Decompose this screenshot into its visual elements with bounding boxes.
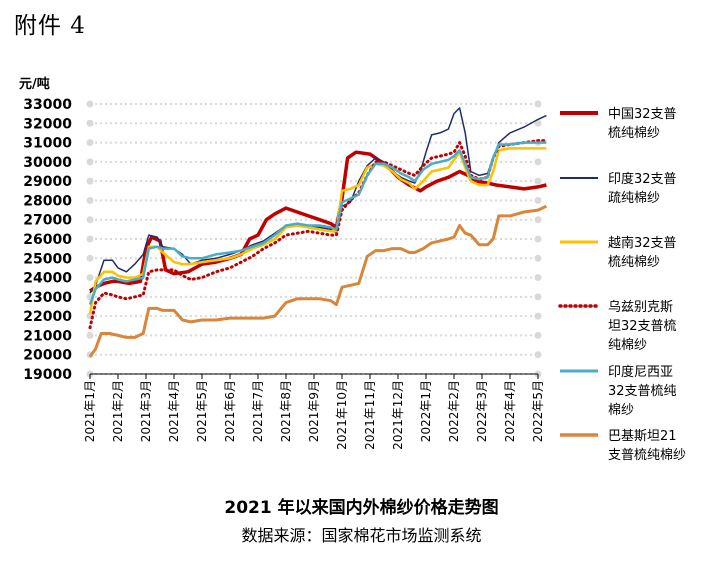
series-line-2 — [88, 147, 547, 315]
price-trend-chart: 19000 20000 21000 22000 23000 24000 25000 26000… — [23, 97, 686, 463]
gridline-end-dot — [534, 119, 542, 127]
gridline-end-dot — [86, 100, 94, 108]
x-tick-label: 2021年5月 — [195, 380, 209, 442]
gridline-end-dot — [534, 177, 542, 185]
gridline-end-dot — [86, 177, 94, 185]
gridline-end-dot — [86, 119, 94, 127]
x-tick-label: 2021年6月 — [223, 380, 237, 442]
y-tick-label: 24000 — [23, 271, 72, 287]
y-tick-label: 19000 — [23, 367, 72, 383]
legend-label-3: 乌兹别克斯坦32支普梳纯棉纱 — [608, 299, 677, 353]
series-line-5 — [88, 204, 548, 358]
x-tick-label: 2022年4月 — [503, 380, 517, 442]
y-tick-label: 23000 — [23, 290, 72, 306]
series-line-1 — [89, 107, 547, 294]
gridline-end-dot — [86, 139, 94, 147]
y-tick-label: 29000 — [23, 174, 72, 190]
y-tick-label: 25000 — [23, 251, 72, 267]
series-line-0 — [88, 150, 547, 293]
x-tick-label: 2021年7月 — [251, 380, 265, 442]
x-tick-label: 2021年1月 — [83, 380, 97, 442]
legend-label-0: 中国32支普梳纯棉纱 — [608, 107, 677, 141]
gridline-end-dot — [534, 196, 542, 204]
gridline-end-dot — [534, 158, 542, 166]
gridline-end-dot — [534, 331, 542, 339]
gridline-end-dot — [534, 216, 542, 224]
gridline-end-dot — [86, 254, 94, 262]
x-tick-label: 2021年10月 — [335, 380, 349, 450]
gridline-end-dot — [534, 293, 542, 301]
legend: 中国32支普梳纯棉纱印度32支普疏纯棉纱越南32支普梳纯棉纱乌兹别克斯坦32支普… — [558, 107, 686, 463]
x-axis: 2021年1月 2021年2月 2021年3月 2021年4月 2021年5月 2021年… — [83, 373, 545, 450]
y-tick-label: 30000 — [23, 155, 72, 171]
x-tick-label: 2022年1月 — [419, 380, 433, 442]
gridline-end-dot — [534, 312, 542, 320]
x-tick-label: 2022年3月 — [475, 380, 489, 442]
gridline-end-dot — [86, 331, 94, 339]
x-tick-label: 2021年3月 — [139, 380, 153, 442]
series-line-4 — [88, 141, 547, 306]
annex-label: 附件 4 — [14, 13, 86, 39]
y-axis-ticks: 19000 20000 21000 22000 23000 24000 25000 26000… — [23, 97, 72, 383]
gridline-end-dot — [534, 351, 542, 359]
y-tick-label: 33000 — [23, 97, 72, 113]
gridline-end-dot — [86, 216, 94, 224]
gridline-end-dot — [86, 196, 94, 204]
x-tick-label: 2022年5月 — [531, 380, 545, 442]
y-tick-label: 31000 — [23, 136, 72, 152]
gridline-end-dot — [534, 235, 542, 243]
x-tick-label: 2021年4月 — [167, 380, 181, 442]
x-tick-label: 2021年11月 — [363, 380, 377, 450]
y-tick-label: 32000 — [23, 116, 72, 132]
gridline-end-dot — [534, 100, 542, 108]
y-tick-label: 26000 — [23, 232, 72, 248]
gridline-end-dot — [534, 254, 542, 262]
gridline-end-dot — [534, 274, 542, 282]
x-tick-label: 2021年8月 — [279, 380, 293, 442]
x-tick-label: 2022年2月 — [447, 380, 461, 442]
gridline-end-dot — [86, 274, 94, 282]
gridline-end-dot — [86, 235, 94, 243]
legend-label-1: 印度32支普疏纯棉纱 — [608, 171, 677, 206]
chart-title: 2021 年以来国内外棉纱价格走势图 — [224, 498, 499, 518]
legend-label-2: 越南32支普梳纯棉纱 — [608, 235, 677, 270]
gridline-end-dot — [86, 158, 94, 166]
series-line-3 — [88, 139, 548, 330]
y-axis-unit-label: 元/吨 — [19, 77, 50, 92]
legend-label-5: 巴基斯坦21 支普梳纯棉纱 — [608, 429, 686, 463]
y-tick-label: 21000 — [23, 328, 72, 344]
y-tick-label: 27000 — [23, 213, 72, 229]
x-tick-label: 2021年12月 — [391, 380, 405, 450]
y-tick-label: 22000 — [23, 309, 72, 325]
y-tick-label: 20000 — [23, 348, 72, 364]
legend-label-4: 印度尼西亚 32支普梳纯棉纱 — [608, 364, 677, 418]
y-tick-label: 28000 — [23, 193, 72, 209]
series-lines — [88, 107, 548, 358]
x-tick-label: 2021年2月 — [111, 380, 125, 442]
x-tick-label: 2021年9月 — [307, 380, 321, 442]
data-source-note: 数据来源：国家棉花市场监测系统 — [241, 526, 482, 545]
